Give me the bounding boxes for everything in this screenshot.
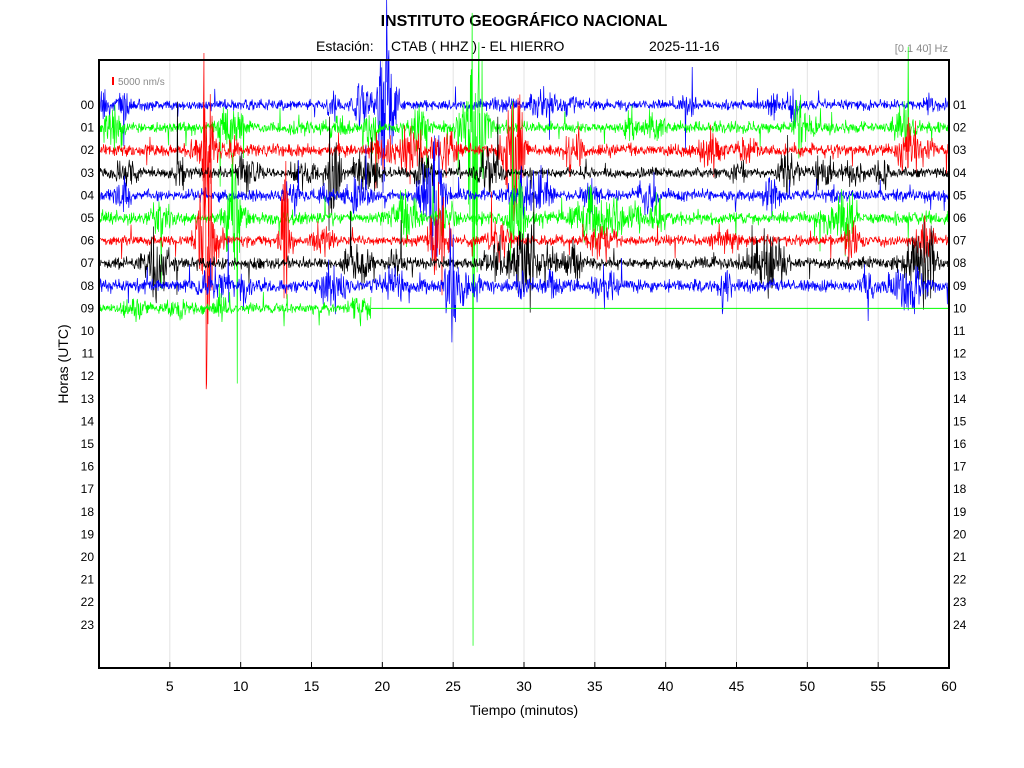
y-axis-label: Horas (UTC) bbox=[55, 324, 71, 403]
hour-label-left: 01 bbox=[81, 121, 95, 135]
hour-label-left: 06 bbox=[81, 234, 95, 248]
hour-label-right: 02 bbox=[953, 121, 967, 135]
hour-label-right: 13 bbox=[953, 369, 967, 383]
x-tick-label: 10 bbox=[233, 678, 249, 694]
trace-hour-01 bbox=[99, 12, 950, 646]
x-tick-label: 60 bbox=[941, 678, 957, 694]
hour-label-left: 04 bbox=[81, 188, 95, 202]
hour-label-right: 23 bbox=[953, 595, 967, 609]
hour-label-right: 12 bbox=[953, 347, 967, 361]
hour-label-right: 14 bbox=[953, 392, 967, 406]
x-tick-label: 25 bbox=[445, 678, 461, 694]
hour-label-left: 13 bbox=[81, 392, 95, 406]
x-tick-label: 40 bbox=[658, 678, 674, 694]
trace-hour-09 bbox=[99, 283, 372, 327]
chart-date: 2025-11-16 bbox=[649, 38, 720, 54]
x-tick-label: 20 bbox=[375, 678, 391, 694]
x-axis: 5 10 15 20 25 30 35 40 45 50 55 60 bbox=[166, 662, 957, 694]
trace-hour-00 bbox=[99, 0, 950, 194]
trace-hour-03 bbox=[99, 101, 950, 231]
hour-label-right: 24 bbox=[953, 618, 967, 632]
hour-label-left: 21 bbox=[81, 573, 95, 587]
hour-label-left: 07 bbox=[81, 256, 95, 270]
hour-label-left: 02 bbox=[81, 143, 95, 157]
hour-label-right: 06 bbox=[953, 211, 967, 225]
station-caption: Estación: bbox=[316, 38, 374, 54]
hour-label-right: 20 bbox=[953, 527, 967, 541]
hour-label-right: 15 bbox=[953, 414, 967, 428]
hour-label-right: 22 bbox=[953, 573, 967, 587]
trace-hour-08 bbox=[99, 227, 950, 343]
hour-label-left: 15 bbox=[81, 437, 95, 451]
trace-hour-02 bbox=[99, 94, 950, 237]
hour-label-left: 23 bbox=[81, 618, 95, 632]
hour-label-left: 16 bbox=[81, 460, 95, 474]
hour-label-right: 18 bbox=[953, 482, 967, 496]
x-tick-label: 55 bbox=[870, 678, 886, 694]
hour-label-left: 11 bbox=[82, 347, 95, 361]
scale-bar bbox=[112, 77, 114, 85]
hour-label-right: 07 bbox=[953, 234, 967, 248]
hour-labels: 00 01 02 03 04 05 06 07 08 09 10 11 12 13 14 15 16 17 18 19… bbox=[81, 98, 967, 632]
x-tick-label: 30 bbox=[516, 678, 532, 694]
hour-label-right: 17 bbox=[953, 460, 967, 474]
station-name: CTAB ( HHZ ) - EL HIERRO bbox=[391, 38, 565, 54]
hour-label-left: 10 bbox=[81, 324, 95, 338]
hour-label-right: 19 bbox=[953, 505, 967, 519]
seismic-traces bbox=[99, 0, 950, 646]
hour-label-right: 01 bbox=[953, 98, 967, 112]
grid-lines bbox=[169, 60, 879, 668]
hour-label-right: 04 bbox=[953, 166, 967, 180]
trace-hour-04 bbox=[99, 135, 950, 259]
hour-label-left: 22 bbox=[81, 595, 95, 609]
x-axis-label: Tiempo (minutos) bbox=[470, 702, 578, 718]
x-tick-label: 5 bbox=[166, 678, 174, 694]
hour-label-right: 11 bbox=[953, 324, 966, 338]
hour-label-right: 21 bbox=[953, 550, 967, 564]
hour-label-right: 10 bbox=[953, 301, 967, 315]
hour-label-left: 20 bbox=[81, 550, 95, 564]
hour-label-right: 03 bbox=[953, 143, 967, 157]
hour-label-left: 05 bbox=[81, 211, 95, 225]
x-tick-label: 35 bbox=[587, 678, 603, 694]
trace-hour-07 bbox=[99, 192, 950, 313]
hour-label-left: 17 bbox=[81, 482, 95, 496]
hour-label-left: 14 bbox=[81, 414, 95, 428]
amplitude-scale: 5000 nm/s bbox=[112, 77, 165, 88]
trace-hour-06 bbox=[99, 52, 950, 390]
hour-label-left: 19 bbox=[81, 527, 95, 541]
x-tick-label: 15 bbox=[304, 678, 320, 694]
filter-band: [0.1 40] Hz bbox=[895, 43, 948, 55]
x-tick-label: 50 bbox=[800, 678, 816, 694]
hour-label-right: 08 bbox=[953, 256, 967, 270]
hour-label-left: 18 bbox=[81, 505, 95, 519]
hour-label-left: 03 bbox=[81, 166, 95, 180]
hour-label-left: 09 bbox=[81, 301, 95, 315]
hour-label-left: 00 bbox=[81, 98, 95, 112]
trace-hour-05 bbox=[99, 100, 950, 384]
scale-label: 5000 nm/s bbox=[118, 77, 165, 88]
hour-label-left: 12 bbox=[81, 369, 95, 383]
hour-label-right: 16 bbox=[953, 437, 967, 451]
hour-label-right: 09 bbox=[953, 279, 967, 293]
hour-label-right: 05 bbox=[953, 188, 967, 202]
chart-title: INSTITUTO GEOGRÁFICO NACIONAL bbox=[381, 11, 668, 30]
x-tick-label: 45 bbox=[729, 678, 745, 694]
hour-label-left: 08 bbox=[81, 279, 95, 293]
